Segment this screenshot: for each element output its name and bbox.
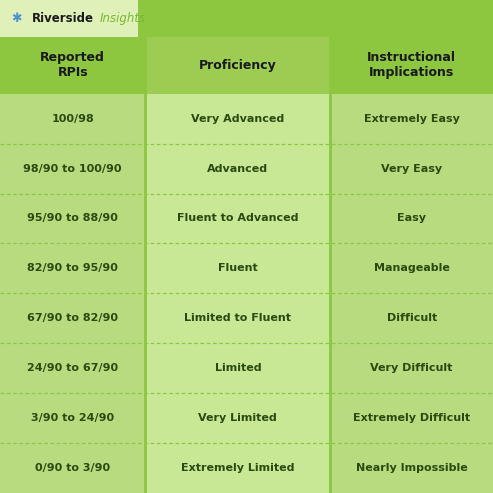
Bar	[145, 143, 330, 194]
Text: Extremely Limited: Extremely Limited	[181, 463, 295, 473]
Bar	[145, 37, 330, 94]
Text: Insights: Insights	[100, 12, 146, 25]
Bar	[0, 37, 145, 94]
Text: Limited: Limited	[214, 363, 261, 373]
Bar	[330, 443, 493, 493]
Text: 24/90 to 67/90: 24/90 to 67/90	[27, 363, 118, 373]
Text: Riverside: Riverside	[32, 12, 94, 25]
Bar	[0, 0, 138, 37]
Bar	[0, 94, 145, 143]
Bar	[145, 343, 330, 393]
Bar	[145, 94, 330, 143]
Text: 0/90 to 3/90: 0/90 to 3/90	[35, 463, 110, 473]
Text: Proficiency: Proficiency	[199, 59, 277, 72]
Bar	[145, 393, 330, 443]
Bar	[145, 443, 330, 493]
Text: 98/90 to 100/90: 98/90 to 100/90	[24, 164, 122, 174]
Text: Very Easy: Very Easy	[381, 164, 442, 174]
Bar	[145, 244, 330, 293]
Text: Extremely Easy: Extremely Easy	[364, 113, 459, 124]
Bar	[145, 193, 330, 244]
Text: Extremely Difficult: Extremely Difficult	[353, 413, 470, 423]
Bar	[330, 393, 493, 443]
Bar	[0, 244, 145, 293]
Text: Very Difficult: Very Difficult	[370, 363, 453, 373]
Text: Limited to Fluent: Limited to Fluent	[184, 313, 291, 323]
Bar	[330, 37, 493, 94]
Text: 95/90 to 88/90: 95/90 to 88/90	[27, 213, 118, 223]
Text: Very Limited: Very Limited	[199, 413, 277, 423]
Text: Nearly Impossible: Nearly Impossible	[356, 463, 467, 473]
Text: Fluent: Fluent	[218, 263, 258, 274]
Bar	[330, 244, 493, 293]
Text: Very Advanced: Very Advanced	[191, 113, 284, 124]
Bar	[145, 293, 330, 343]
Bar	[0, 0, 493, 37]
Text: ✱: ✱	[11, 12, 21, 25]
Bar	[0, 193, 145, 244]
Bar	[0, 443, 145, 493]
Text: 67/90 to 82/90: 67/90 to 82/90	[27, 313, 118, 323]
Bar	[0, 343, 145, 393]
Bar	[330, 293, 493, 343]
Text: Easy: Easy	[397, 213, 426, 223]
Bar	[330, 143, 493, 194]
Bar	[330, 343, 493, 393]
Text: Manageable: Manageable	[374, 263, 450, 274]
Text: Instructional
Implications: Instructional Implications	[367, 51, 456, 79]
Text: 3/90 to 24/90: 3/90 to 24/90	[31, 413, 114, 423]
Text: Advanced: Advanced	[208, 164, 268, 174]
Bar	[330, 94, 493, 143]
Text: Reported
RPIs: Reported RPIs	[40, 51, 105, 79]
Text: Difficult: Difficult	[387, 313, 437, 323]
Text: 100/98: 100/98	[51, 113, 94, 124]
Bar	[0, 143, 145, 194]
Text: Fluent to Advanced: Fluent to Advanced	[177, 213, 299, 223]
Text: 82/90 to 95/90: 82/90 to 95/90	[27, 263, 118, 274]
Bar	[0, 293, 145, 343]
Bar	[330, 193, 493, 244]
Bar	[0, 393, 145, 443]
